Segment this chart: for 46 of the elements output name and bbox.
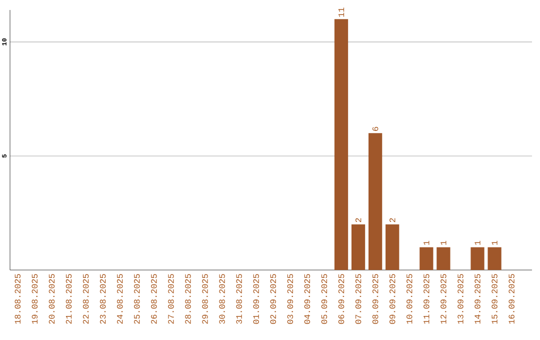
x-tick-label: 02.09.2025 [270, 274, 276, 324]
x-tick-label: 21.08.2025 [66, 274, 72, 324]
data-label: 1 [492, 240, 498, 245]
bar [436, 247, 450, 270]
x-tick-label: 19.08.2025 [32, 274, 38, 324]
bar [368, 133, 382, 270]
x-tick-label: 09.09.2025 [389, 274, 396, 324]
data-label: 1 [474, 240, 480, 245]
x-tick-label: 03.09.2025 [287, 274, 294, 324]
bar [334, 19, 348, 270]
x-tick-label: 26.08.2025 [151, 274, 157, 324]
x-tick-label: 05.09.2025 [321, 274, 328, 324]
x-tick-label: 14.09.2025 [474, 274, 480, 324]
data-label: 2 [390, 218, 396, 222]
x-tick-label: 30.08.2025 [219, 274, 225, 324]
x-tick-label: 13.09.2025 [458, 274, 464, 324]
x-tick-label: 31.08.2025 [236, 274, 242, 324]
x-tick-label: 16.09.2025 [508, 274, 514, 324]
x-tick-label: 28.08.2025 [185, 274, 191, 324]
x-tick-label: 27.08.2025 [168, 274, 174, 324]
data-label: 11 [338, 8, 344, 17]
x-tick-label: 07.09.2025 [355, 274, 362, 324]
x-tick-label: 18.08.2025 [14, 274, 21, 324]
x-tick-label: 08.09.2025 [372, 274, 378, 324]
x-tick-label: 24.08.2025 [116, 274, 123, 324]
data-label: 1 [440, 240, 446, 245]
x-tick-label: 01.09.2025 [253, 274, 259, 324]
bar [488, 247, 502, 270]
x-tick-label: 10.09.2025 [406, 274, 412, 324]
bar [351, 224, 366, 270]
data-label: 1 [424, 240, 430, 245]
bar [420, 247, 434, 270]
bar [470, 247, 484, 270]
data-label: 6 [372, 126, 378, 131]
x-tick-label: 11.09.2025 [424, 274, 430, 324]
x-tick-label: 23.08.2025 [100, 274, 106, 324]
x-tick-label: 15.09.2025 [492, 274, 498, 324]
x-tick-label: 22.08.2025 [82, 274, 89, 324]
data-label: 2 [355, 218, 362, 222]
x-tick-label: 04.09.2025 [304, 274, 310, 324]
x-tick-label: 20.08.2025 [48, 274, 55, 324]
x-tick-label: 12.09.2025 [440, 274, 446, 324]
x-tick-label: 25.08.2025 [134, 274, 140, 324]
x-tick-label: 06.09.2025 [338, 274, 344, 324]
bar [386, 224, 400, 270]
x-tick-label: 29.08.2025 [202, 274, 208, 324]
